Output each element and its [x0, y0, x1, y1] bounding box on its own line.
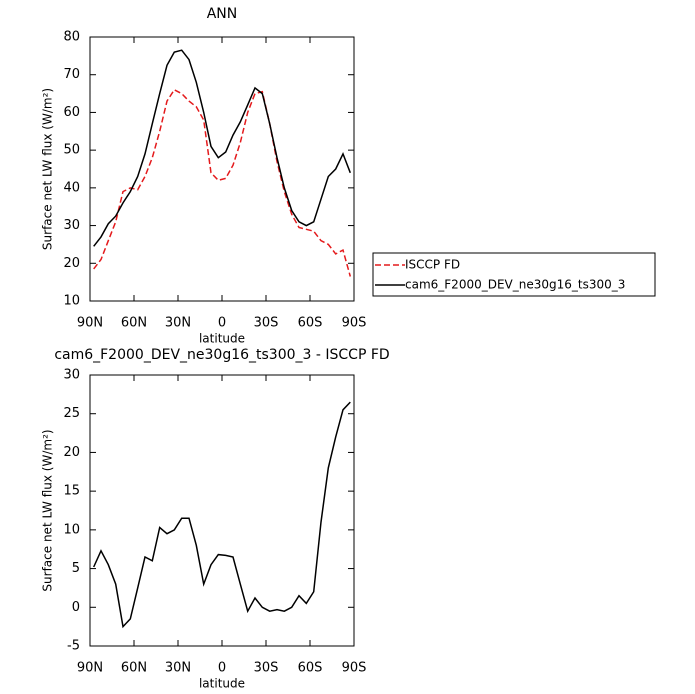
legend-box — [372, 252, 656, 297]
y-axis-label: Surface net LW flux (W/m²) — [41, 429, 55, 591]
x-tick-label: 30N — [165, 661, 191, 676]
x-axis-label: latitude — [199, 332, 245, 346]
y-tick-label: 30 — [63, 368, 80, 383]
y-tick-label: 80 — [63, 30, 80, 45]
data-line — [93, 49, 351, 247]
x-tick-label: 60N — [121, 661, 147, 676]
chart-title: ANN — [207, 6, 238, 22]
y-tick-label: 15 — [63, 484, 80, 499]
y-tick-label: 25 — [63, 406, 80, 421]
legend-label: ISCCP FD — [405, 258, 460, 272]
x-tick-label: 60S — [298, 661, 323, 676]
chart-title: cam6_F2000_DEV_ne30g16_ts300_3 - ISCCP F… — [54, 347, 389, 363]
plot-frame — [89, 374, 355, 647]
y-tick-label: 10 — [63, 294, 80, 309]
x-tick-label: 30S — [254, 316, 279, 331]
y-tick-label: 20 — [63, 256, 80, 271]
x-tick-label: 90S — [342, 661, 367, 676]
x-tick-label: 30N — [165, 316, 191, 331]
x-tick-label: 60S — [298, 316, 323, 331]
y-tick-label: 30 — [63, 218, 80, 233]
legend-label: cam6_F2000_DEV_ne30g16_ts300_3 — [405, 278, 625, 292]
y-tick-label: 10 — [63, 522, 80, 537]
y-tick-label: -5 — [67, 639, 80, 654]
y-tick-label: 5 — [72, 561, 80, 576]
x-axis-label: latitude — [199, 677, 245, 691]
x-tick-label: 0 — [218, 661, 226, 676]
y-tick-label: 0 — [72, 600, 80, 615]
x-tick-label: 90S — [342, 316, 367, 331]
y-tick-label: 50 — [63, 143, 80, 158]
y-tick-label: 40 — [63, 180, 80, 195]
y-tick-label: 20 — [63, 445, 80, 460]
data-line — [93, 401, 351, 629]
plot-frame — [89, 36, 355, 302]
y-axis-label: Surface net LW flux (W/m²) — [41, 88, 55, 250]
x-tick-label: 90N — [77, 661, 103, 676]
y-tick-label: 70 — [63, 67, 80, 82]
x-tick-label: 0 — [218, 316, 226, 331]
data-line — [93, 88, 352, 277]
x-tick-label: 90N — [77, 316, 103, 331]
x-tick-label: 60N — [121, 316, 147, 331]
y-tick-label: 60 — [63, 105, 80, 120]
x-tick-label: 30S — [254, 661, 279, 676]
